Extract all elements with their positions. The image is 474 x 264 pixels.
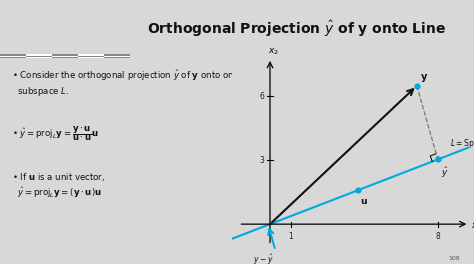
Text: Orthogonal Projection $\hat{y}$ of $\mathbf{y}$ $\mathbf{onto\ Line}$: Orthogonal Projection $\hat{y}$ of $\mat… xyxy=(147,19,446,39)
Bar xyxy=(0,54,26,55)
Bar xyxy=(104,55,130,57)
Bar xyxy=(78,57,104,58)
Bar xyxy=(52,54,78,55)
Bar xyxy=(52,57,78,58)
Bar xyxy=(26,57,52,58)
Bar xyxy=(0,57,26,58)
Text: 108: 108 xyxy=(448,256,460,261)
Text: $\hat{y}$: $\hat{y}$ xyxy=(441,166,448,180)
Text: $\mathbf{u}$: $\mathbf{u}$ xyxy=(360,197,368,206)
Text: 3: 3 xyxy=(260,156,265,165)
Text: 8: 8 xyxy=(436,232,440,241)
Bar xyxy=(26,54,52,55)
Text: $x_2$: $x_2$ xyxy=(268,46,279,57)
Text: $y - \hat{y}$: $y - \hat{y}$ xyxy=(253,253,273,264)
Text: • Consider the orthogonal projection $\hat{y}$ of $\mathbf{y}$ onto one-dimensio: • Consider the orthogonal projection $\h… xyxy=(12,68,295,98)
Bar xyxy=(0,55,26,57)
Bar xyxy=(78,55,104,57)
Text: $L = \mathrm{Span}\{\mathbf{u}\}$: $L = \mathrm{Span}\{\mathbf{u}\}$ xyxy=(450,137,474,150)
Text: $x_1$: $x_1$ xyxy=(471,221,474,232)
Bar xyxy=(104,54,130,55)
Bar xyxy=(104,57,130,58)
Text: 1: 1 xyxy=(289,232,293,241)
Text: $\mathbf{y}$: $\mathbf{y}$ xyxy=(420,72,428,84)
Bar xyxy=(78,54,104,55)
Text: 6: 6 xyxy=(260,92,265,101)
Bar xyxy=(52,55,78,57)
Text: • $\hat{y} = \mathrm{proj}_L\mathbf{y} = \dfrac{\mathbf{y}\cdot\mathbf{u}}{\math: • $\hat{y} = \mathrm{proj}_L\mathbf{y} =… xyxy=(12,124,99,143)
Text: • If $\mathbf{u}$ is a unit vector,
  $\hat{y} = \mathrm{proj}_L\mathbf{y} = (\m: • If $\mathbf{u}$ is a unit vector, $\ha… xyxy=(12,171,105,200)
Bar xyxy=(26,55,52,57)
